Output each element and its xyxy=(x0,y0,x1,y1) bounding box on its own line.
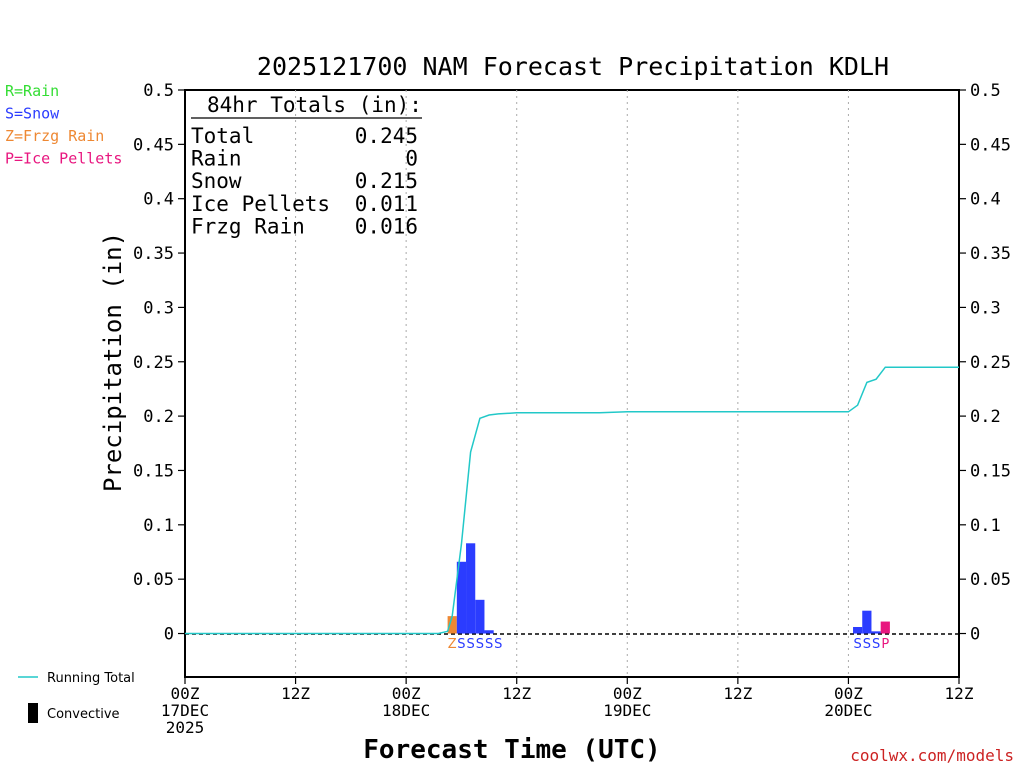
ytick-left-label-6: 0.2 xyxy=(143,407,174,427)
totals-label-4: Frzg Rain xyxy=(191,214,305,238)
plot-frame xyxy=(184,89,960,678)
totals-label-0: Total xyxy=(191,124,254,148)
xtick-label-6-0: 00Z xyxy=(834,684,863,703)
x-axis-label: Forecast Time (UTC) xyxy=(363,735,660,765)
y-axis-ticks: 0.5 0.5 0.45 0.45 0.4 0.4 0.35 0.35 0.3 0.3 0.25 0.… xyxy=(133,81,1011,645)
grid-lines xyxy=(295,90,849,677)
xtick-label-0-2: 2025 xyxy=(166,718,205,737)
ytick-left-label-9: 0.05 xyxy=(133,570,174,590)
bar-5 xyxy=(853,626,863,634)
totals-value-2: 0.215 xyxy=(355,169,418,193)
convective-legend-label: Convective xyxy=(47,707,120,722)
legend-type-1: S=Snow xyxy=(5,105,60,123)
ytick-right-label-2: 0.4 xyxy=(970,190,1001,210)
chart-title: 2025121700 NAM Forecast Precipitation KD… xyxy=(257,52,889,81)
type-marker-7: S xyxy=(863,637,871,652)
bar-2 xyxy=(466,543,476,634)
ytick-left-label-8: 0.1 xyxy=(143,516,174,536)
totals-value-4: 0.016 xyxy=(355,214,418,238)
totals-value-3: 0.011 xyxy=(355,192,418,216)
xtick-label-7-0: 12Z xyxy=(945,684,974,703)
ytick-right-label-8: 0.1 xyxy=(970,516,1001,536)
ytick-right-label-1: 0.45 xyxy=(970,135,1011,155)
bar-6 xyxy=(862,610,872,634)
bar-7 xyxy=(871,631,881,634)
xtick-label-2-0: 00Z xyxy=(392,684,421,703)
ytick-right-label-5: 0.25 xyxy=(970,353,1011,373)
legend-type-2: Z=Frzg Rain xyxy=(5,127,104,145)
bar-4 xyxy=(484,630,494,634)
xtick-label-1-0: 12Z xyxy=(281,684,310,703)
running-total-line xyxy=(185,366,959,635)
xtick-label-5-0: 12Z xyxy=(723,684,752,703)
totals-label-3: Ice Pellets xyxy=(191,192,330,216)
precip-type-legend: R=Rain S=Snow Z=Frzg Rain P=Ice Pellets xyxy=(5,82,122,168)
legend-type-0: R=Rain xyxy=(5,82,59,100)
type-marker-5: S xyxy=(494,637,502,652)
convective-legend-swatch xyxy=(28,703,38,723)
xtick-label-4-0: 00Z xyxy=(613,684,642,703)
type-marker-0: Z xyxy=(448,637,457,652)
ytick-right-label-6: 0.2 xyxy=(970,407,1001,427)
ytick-left-label-7: 0.15 xyxy=(133,461,174,481)
ytick-left-label-5: 0.25 xyxy=(133,353,174,373)
ytick-left-label-3: 0.35 xyxy=(133,244,174,264)
bar-1 xyxy=(456,561,467,634)
type-marker-2: S xyxy=(467,637,475,652)
type-marker-9: P xyxy=(881,637,889,652)
type-marker-3: S xyxy=(476,637,484,652)
bar-0 xyxy=(447,616,457,634)
totals-label-2: Snow xyxy=(191,169,242,193)
xtick-label-0-1: 17DEC xyxy=(161,701,209,720)
ytick-left-label-1: 0.45 xyxy=(133,135,174,155)
totals-label-1: Rain xyxy=(191,147,242,171)
ytick-right-label-7: 0.15 xyxy=(970,461,1011,481)
totals-value-0: 0.245 xyxy=(355,124,418,148)
legend-type-3: P=Ice Pellets xyxy=(5,150,122,168)
xtick-label-4-1: 19DEC xyxy=(603,701,651,720)
ytick-right-label-4: 0.3 xyxy=(970,298,1001,318)
xtick-label-3-0: 12Z xyxy=(502,684,531,703)
ytick-right-label-0: 0.5 xyxy=(970,81,1001,101)
bar-8 xyxy=(880,621,890,634)
type-marker-1: S xyxy=(457,637,465,652)
ytick-left-label-2: 0.4 xyxy=(143,190,174,210)
y-axis-label: Precipitation (in) xyxy=(99,232,127,492)
running-total-legend-label: Running Total xyxy=(47,671,135,686)
type-marker-4: S xyxy=(485,637,493,652)
xtick-label-0-0: 00Z xyxy=(171,684,200,703)
ytick-left-label-10: 0 xyxy=(164,625,174,645)
xtick-label-6-1: 20DEC xyxy=(824,701,872,720)
totals-header: 84hr Totals (in): xyxy=(207,93,422,117)
credit-text: coolwx.com/models xyxy=(850,746,1014,765)
ytick-left-label-0: 0.5 xyxy=(143,81,174,101)
type-marker-8: S xyxy=(872,637,880,652)
ytick-right-label-10: 0 xyxy=(970,625,980,645)
bar-3 xyxy=(475,599,485,634)
type-marker-6: S xyxy=(854,637,862,652)
precip-bars xyxy=(447,543,890,634)
series-legend: Running Total Convective xyxy=(18,671,135,723)
xtick-label-2-1: 18DEC xyxy=(382,701,430,720)
totals-box: 84hr Totals (in): Total 0.245 Rain 0 Snow 0.2… xyxy=(191,93,422,238)
ytick-right-label-3: 0.35 xyxy=(970,244,1011,264)
ytick-right-label-9: 0.05 xyxy=(970,570,1011,590)
totals-value-1: 0 xyxy=(405,147,418,171)
ytick-left-label-4: 0.3 xyxy=(143,298,174,318)
